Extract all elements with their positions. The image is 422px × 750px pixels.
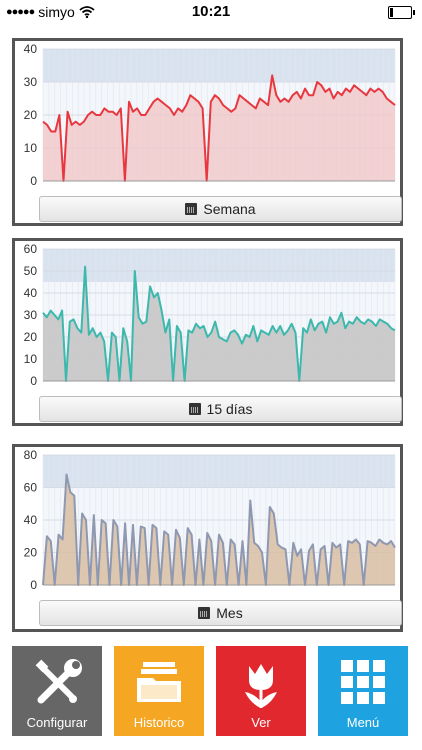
history-button[interactable]: Historico [114, 646, 204, 736]
carrier-info: ●●●●● simyo [6, 4, 95, 20]
chart-panel-fifteen-days: 0 10 20 30 40 50 60 15 días [12, 238, 403, 426]
calendar-icon [185, 203, 198, 215]
y-tick-label: 40 [24, 286, 38, 300]
chart-panel-week: 0 10 20 30 40 Semana [12, 38, 403, 226]
chart-panel-month: 0 20 40 60 80 Mes [12, 444, 403, 632]
y-tick-label: 0 [30, 578, 37, 592]
folder-icon [137, 662, 181, 702]
battery-icon [388, 6, 415, 19]
grid-icon [341, 660, 385, 704]
week-chart: 0 10 20 30 40 [24, 42, 396, 188]
y-tick-label: 20 [24, 546, 38, 560]
series-line [42, 265, 396, 382]
fifteen-days-range-button[interactable]: 15 días [39, 396, 402, 422]
configure-button[interactable]: Configurar [12, 646, 102, 736]
y-tick-label: 60 [24, 481, 38, 495]
history-label: Historico [133, 715, 185, 730]
y-tick-label: 0 [30, 174, 37, 188]
y-tick-label: 50 [24, 264, 38, 278]
view-button[interactable]: Ver [216, 646, 306, 736]
calendar-icon [198, 607, 211, 619]
series-area [43, 266, 395, 381]
y-tick-label: 30 [24, 75, 38, 89]
calendar-icon [188, 403, 201, 415]
month-range-label: Mes [216, 605, 243, 621]
wifi-icon [79, 6, 95, 18]
tools-icon [35, 659, 82, 704]
view-label: Ver [251, 715, 271, 730]
carrier-name: simyo [38, 4, 75, 20]
configure-label: Configurar [26, 715, 88, 730]
series-line [42, 74, 396, 182]
clock: 10:21 [191, 3, 231, 20]
fifteen-days-range-label: 15 días [206, 401, 253, 417]
series-line [42, 473, 396, 586]
month-range-button[interactable]: Mes [39, 600, 402, 626]
signal-dots-icon: ●●●●● [6, 6, 35, 18]
y-tick-label: 20 [24, 108, 38, 122]
status-bar: ●●●●● simyo 10:21 [0, 0, 422, 24]
month-chart: 0 20 40 60 80 [24, 448, 396, 592]
y-tick-label: 40 [24, 42, 38, 56]
y-tick-label: 80 [24, 448, 38, 462]
y-tick-label: 10 [24, 352, 38, 366]
series-area [43, 75, 395, 181]
fifteen-days-chart: 0 10 20 30 40 50 60 [24, 242, 396, 388]
y-tick-label: 60 [24, 242, 38, 256]
menu-label: Menú [346, 715, 380, 730]
week-range-label: Semana [203, 201, 256, 217]
y-tick-label: 10 [24, 141, 38, 155]
y-tick-label: 0 [30, 374, 37, 388]
bottom-menu: Configurar Historico Ver [12, 646, 408, 736]
week-range-button[interactable]: Semana [39, 196, 402, 222]
y-tick-label: 40 [24, 513, 38, 527]
menu-button[interactable]: Menú [318, 646, 408, 736]
battery-level [390, 8, 393, 17]
y-tick-label: 30 [24, 308, 38, 322]
tulip-icon [245, 664, 277, 708]
y-tick-label: 20 [24, 330, 38, 344]
